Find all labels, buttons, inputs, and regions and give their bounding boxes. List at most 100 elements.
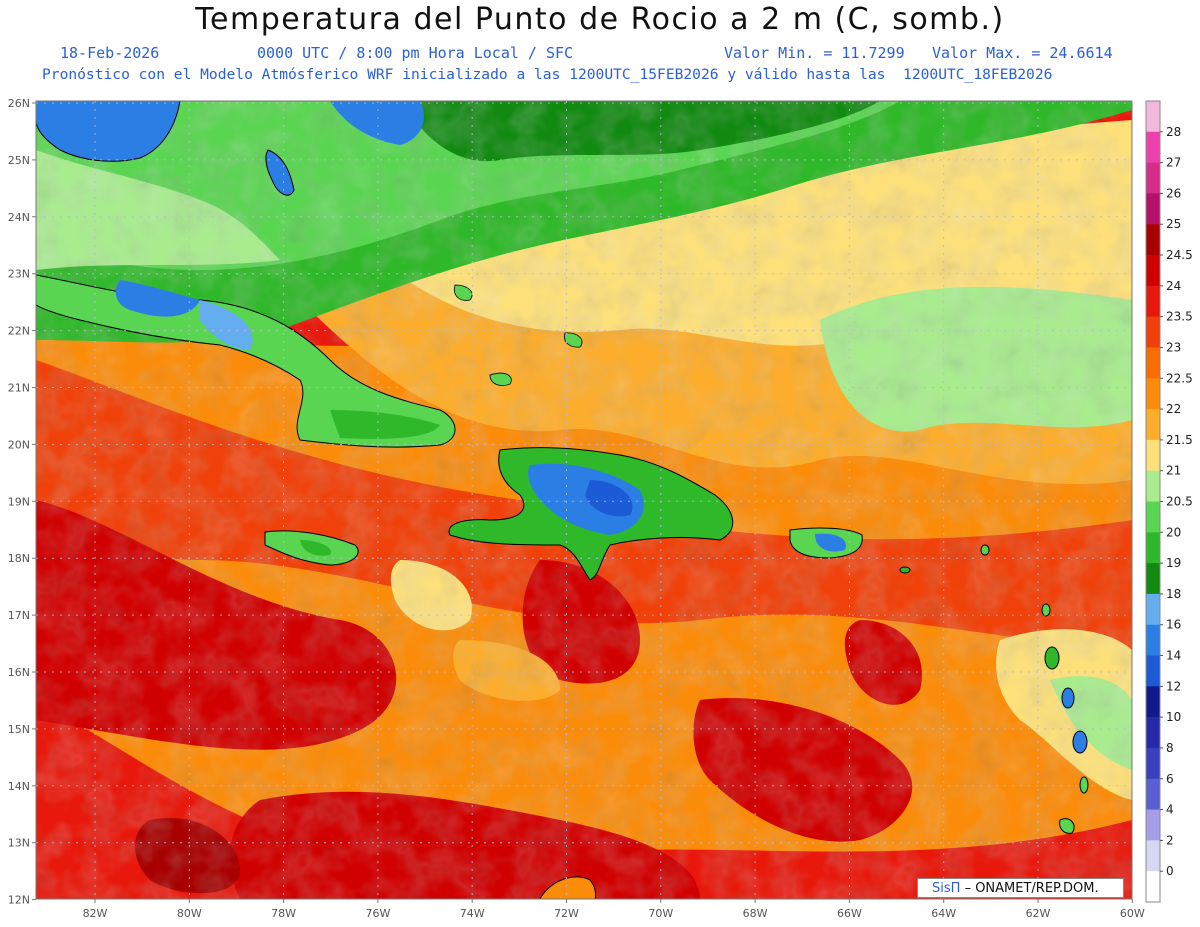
legend-level-label: 23	[1166, 340, 1181, 354]
lon-tick-label: 82W	[83, 907, 108, 920]
legend-swatch	[1146, 655, 1160, 687]
map-frame	[35, 100, 1133, 900]
legend-level-label: 2	[1166, 833, 1174, 847]
legend-swatch	[1146, 255, 1160, 287]
lon-tick-label: 62W	[1026, 907, 1051, 920]
lat-tick-label: 14N	[8, 780, 30, 793]
puerto-rico	[789, 527, 863, 559]
legend-level-label: 26	[1166, 186, 1181, 200]
legend-level-label: 4	[1166, 803, 1174, 817]
legend-swatch	[1146, 131, 1160, 164]
legend-level-label: 24	[1166, 279, 1181, 293]
legend-level-label: 20.5	[1166, 495, 1193, 509]
legend-swatch	[1146, 378, 1160, 410]
legend-level-label: 14	[1166, 649, 1181, 663]
jamaica	[264, 530, 359, 566]
sispi-logo: SisΠ	[932, 881, 961, 896]
lon-tick-label: 80W	[177, 907, 202, 920]
lon-tick-label: 68W	[743, 907, 768, 920]
legend-level-label: 21.5	[1166, 433, 1193, 447]
legend-swatch	[1146, 593, 1160, 626]
legend-swatch	[1146, 439, 1160, 472]
credit-box: SisΠ – ONAMET/REP.DOM.	[917, 878, 1124, 898]
legend-swatch	[1146, 501, 1160, 533]
lon-tick-label: 76W	[365, 907, 390, 920]
legend-level-label: 12	[1166, 679, 1181, 693]
legend-level-label: 19	[1166, 556, 1181, 570]
min-value: Valor Min. = 11.7299	[724, 44, 905, 62]
legend-level-label: 10	[1166, 710, 1181, 724]
legend-swatch	[1146, 532, 1160, 564]
lon-tick-label: 66W	[837, 907, 862, 920]
lat-tick-label: 21N	[8, 382, 30, 395]
legend-level-label: 16	[1166, 618, 1181, 632]
south-america-coast	[539, 818, 1075, 899]
lon-tick-label: 72W	[554, 907, 579, 920]
credit-org: – ONAMET/REP.DOM.	[964, 881, 1099, 896]
legend-swatch	[1146, 193, 1160, 225]
lat-tick-label: 19N	[8, 495, 30, 508]
legend-level-label: 23.5	[1166, 310, 1193, 324]
legend-swatch	[1146, 778, 1160, 811]
lat-tick-label: 16N	[8, 666, 30, 679]
max-value: Valor Max. = 24.6614	[932, 44, 1113, 62]
lat-tick-label: 13N	[8, 837, 30, 850]
bahamas	[265, 149, 583, 386]
legend-level-label: 25	[1166, 217, 1181, 231]
legend-level-label: 8	[1166, 741, 1174, 755]
legend-swatch	[1146, 840, 1160, 872]
legend-level-label: 28	[1166, 125, 1181, 139]
dewpoint-field	[36, 101, 1132, 899]
forecast-date: 18-Feb-2026	[60, 44, 160, 62]
legend-swatch	[1146, 162, 1160, 194]
graticule	[36, 101, 1132, 899]
legend-swatch	[1146, 871, 1160, 903]
legend-swatch	[1146, 809, 1160, 841]
axis-ticks: 26N 25N 24N 23N 22N 21N 20N 19N 18N 17N 16N 15N 14N 1…	[8, 97, 1145, 920]
lon-tick-label: 74W	[460, 907, 485, 920]
lesser-antilles	[899, 544, 1089, 794]
legend-level-label: 6	[1166, 772, 1174, 786]
legend-swatch	[1146, 101, 1160, 133]
lat-tick-label: 24N	[8, 211, 30, 224]
legend-swatch	[1146, 409, 1160, 441]
lat-tick-label: 23N	[8, 268, 30, 281]
cuba	[36, 274, 456, 448]
legend-swatch	[1146, 563, 1160, 595]
legend-swatch	[1146, 686, 1160, 718]
lon-tick-label: 70W	[648, 907, 673, 920]
model-info: Pronóstico con el Modelo Atmósferico WRF…	[42, 66, 1053, 83]
lat-tick-label: 25N	[8, 154, 30, 167]
legend-swatch	[1146, 470, 1160, 502]
lat-tick-label: 22N	[8, 325, 30, 338]
legend-level-label: 24.5	[1166, 248, 1193, 262]
legend-swatch	[1146, 285, 1160, 318]
hispaniola	[448, 447, 734, 581]
legend-swatch	[1146, 747, 1160, 780]
legend-swatch	[1146, 316, 1160, 348]
lat-tick-label: 18N	[8, 552, 30, 565]
legend-swatch	[1146, 717, 1160, 749]
lon-tick-label: 78W	[271, 907, 296, 920]
legend-level-label: 27	[1166, 156, 1181, 170]
legend-level-label: 0	[1166, 864, 1174, 878]
lat-tick-label: 17N	[8, 609, 30, 622]
lat-tick-label: 15N	[8, 723, 30, 736]
color-legend: 2827262524.52423.52322.52221.52120.52019…	[1145, 100, 1193, 903]
legend-level-label: 22	[1166, 402, 1181, 416]
legend-level-label: 20	[1166, 525, 1181, 539]
legend-level-label: 22.5	[1166, 371, 1193, 385]
legend-level-label: 21	[1166, 464, 1181, 478]
lon-tick-label: 60W	[1120, 907, 1145, 920]
lat-tick-label: 20N	[8, 438, 30, 451]
lat-tick-label: 26N	[8, 97, 30, 110]
map-title: Temperatura del Punto de Rocio a 2 m (C,…	[195, 2, 1005, 37]
florida	[36, 101, 424, 162]
lon-tick-label: 64W	[931, 907, 956, 920]
legend-swatch	[1146, 224, 1160, 256]
lat-tick-label: 12N	[8, 894, 30, 907]
legend-level-label: 18	[1166, 587, 1181, 601]
legend-swatch	[1146, 624, 1160, 657]
legend-swatch	[1146, 347, 1160, 379]
